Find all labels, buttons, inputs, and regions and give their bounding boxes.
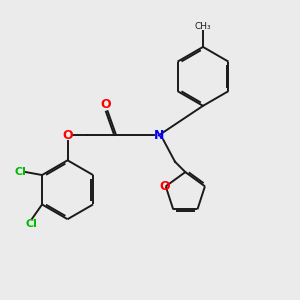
Text: CH₃: CH₃	[195, 22, 211, 31]
Text: O: O	[159, 180, 169, 193]
Text: N: N	[154, 129, 164, 142]
Text: Cl: Cl	[15, 167, 27, 177]
Text: O: O	[100, 98, 111, 111]
Text: Cl: Cl	[26, 220, 38, 230]
Text: O: O	[62, 129, 73, 142]
